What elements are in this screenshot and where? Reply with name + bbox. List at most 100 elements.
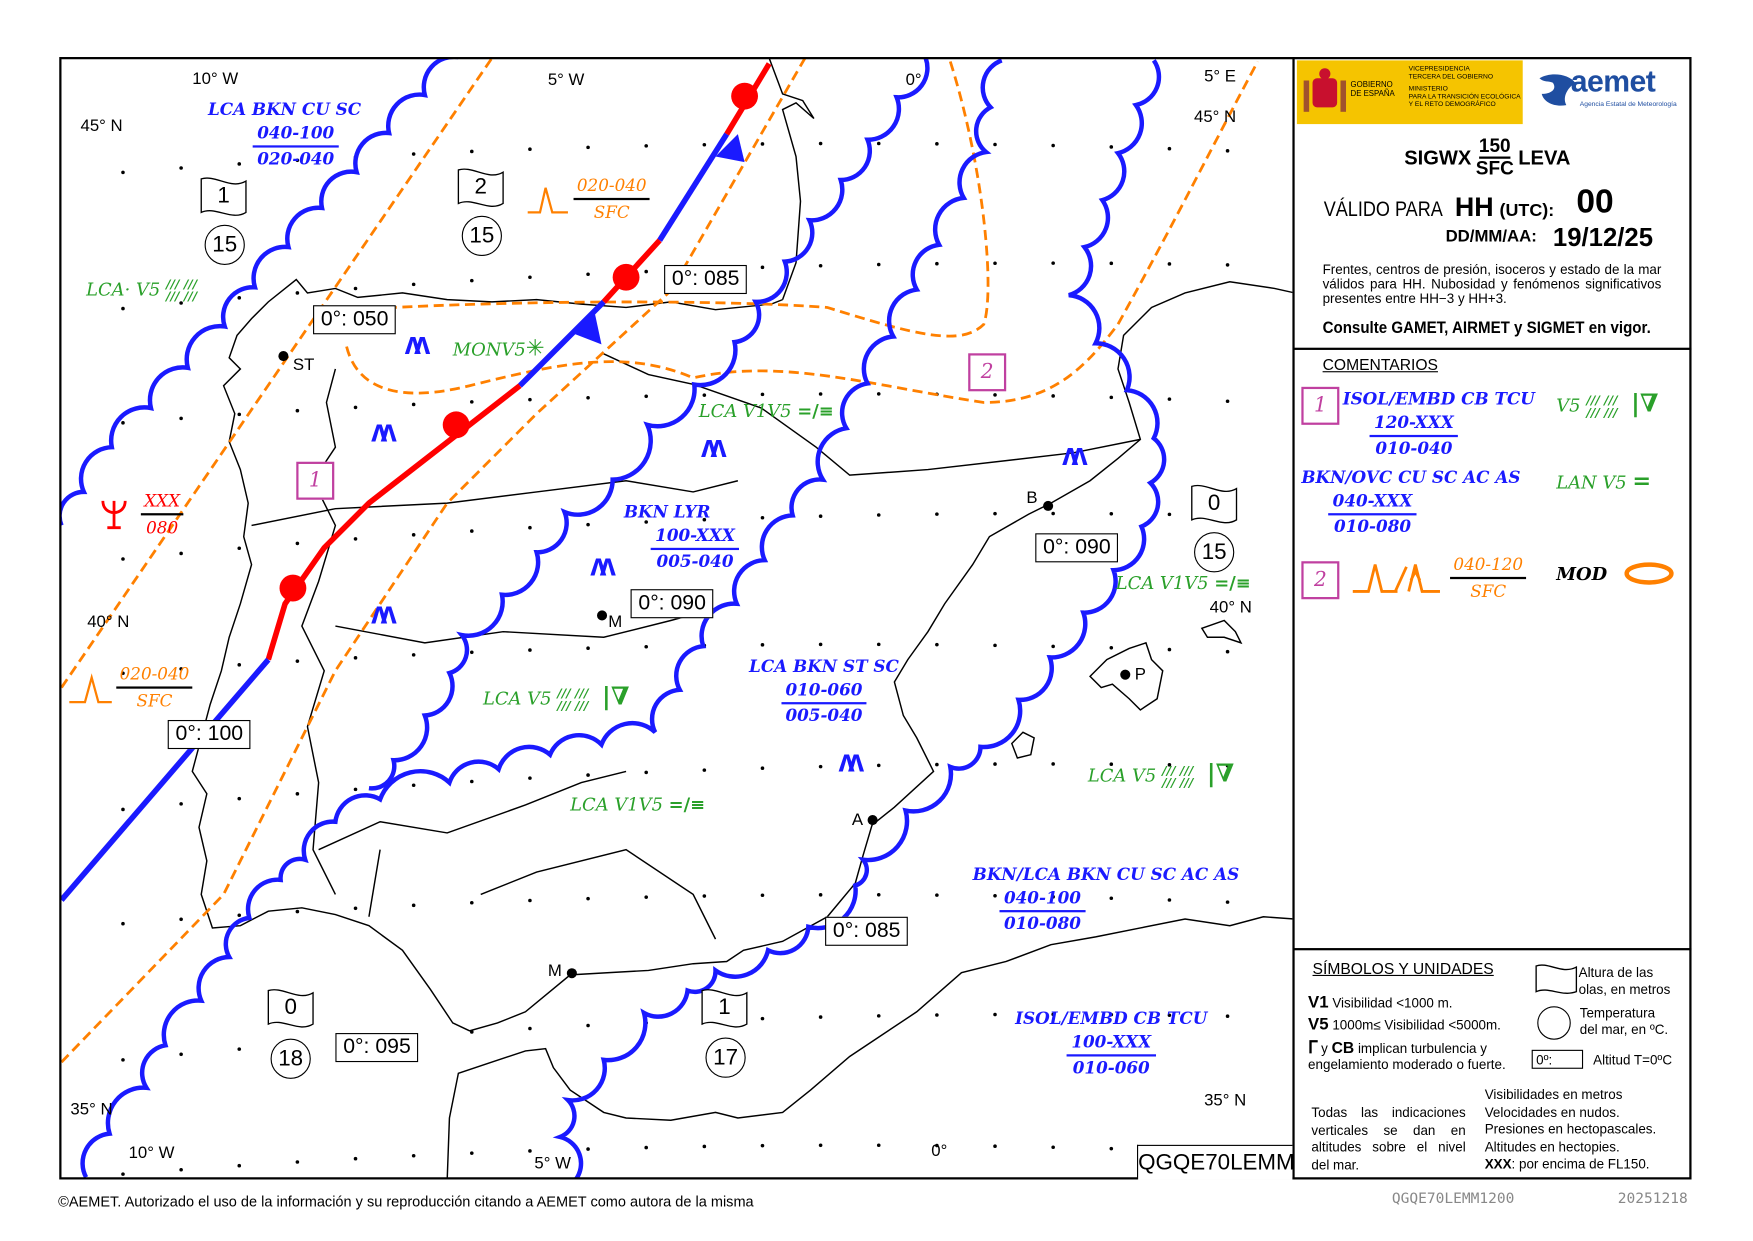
iberia-coast <box>191 278 1293 1032</box>
grid-dot <box>586 1023 590 1028</box>
turbulence-flag-icon: ᒥ <box>1308 1038 1318 1058</box>
grid-dot <box>121 170 125 175</box>
grid-dot <box>993 1012 997 1017</box>
title-bottom-level: SFC <box>1475 157 1514 179</box>
cloud-top: 040-XXX <box>1328 490 1417 516</box>
grid-dot <box>935 762 939 767</box>
grid-dot <box>295 659 300 663</box>
city-dot <box>278 351 289 362</box>
wave-height-flag: 2 <box>457 168 504 213</box>
grid-dot <box>528 147 532 152</box>
lat-label: 45° N <box>80 116 123 136</box>
city-label: ST <box>292 355 315 375</box>
freezing-legend: Altitud T=0ºC <box>1593 1052 1673 1068</box>
grid-dot <box>353 787 358 792</box>
turbulence-boundary <box>60 58 494 689</box>
mist-icon: = <box>1632 467 1652 495</box>
wave-height: 1 <box>217 183 230 208</box>
grid-dot <box>876 642 881 647</box>
grid-dot <box>470 400 474 404</box>
city-dot <box>1120 669 1131 680</box>
grid-dot <box>528 397 532 402</box>
area-box-1: 1 <box>296 461 335 500</box>
grid-dot <box>295 792 300 796</box>
grid-dot <box>818 141 823 146</box>
grid-dot <box>993 1144 997 1149</box>
weather-text: LCA V5 <box>482 687 552 709</box>
snow-icon: ✳ <box>525 334 545 362</box>
grid-dot <box>586 896 590 901</box>
cloud-base: 005-040 <box>785 705 863 726</box>
grid-dot <box>1225 399 1230 404</box>
sea-temperature: 15 <box>1194 532 1235 573</box>
cloud-type: LCA BKN CU SC <box>207 99 362 120</box>
grid-dot <box>237 412 242 417</box>
mountain-obscuration-icon: ʌʌ <box>590 546 616 583</box>
grid-dot <box>179 551 183 556</box>
icing-label: XXX 080 <box>140 489 184 540</box>
grid-dot <box>993 643 997 648</box>
grid-dot <box>1167 262 1172 266</box>
temperature-circle-icon <box>1537 1006 1571 1040</box>
grid-dot <box>935 642 939 647</box>
grid-dot <box>1109 395 1114 400</box>
grid-dot <box>760 265 765 270</box>
lat-label: 40° N <box>87 612 130 632</box>
grid-dot <box>179 301 183 305</box>
weather-text: MONV5 <box>452 338 526 360</box>
grid-dot <box>470 278 474 283</box>
grid-dot <box>1051 261 1055 265</box>
product-id: QGQE70LEMM1200 <box>1391 1190 1515 1208</box>
rain-shower-icon: /// ////// /// <box>1586 392 1618 420</box>
grid-dot <box>644 1145 648 1150</box>
wave-flag-icon <box>1535 964 1578 994</box>
grid-dot <box>1109 1146 1114 1151</box>
cloud-boundary-line <box>552 59 1167 1179</box>
grid-dot <box>1109 145 1114 149</box>
grid-dot <box>528 648 532 652</box>
grid-dot <box>702 142 707 147</box>
weather-text: V5 <box>1556 394 1581 416</box>
grid-dot <box>470 779 474 784</box>
city-label: M <box>608 612 623 632</box>
shower-icon: |∇ <box>601 681 630 712</box>
weather-label: LCA V1V5 =/≡ <box>570 794 705 815</box>
grid-dot <box>179 166 183 170</box>
grid-dot <box>528 776 532 780</box>
africa-coast <box>446 916 1293 1179</box>
grid-dot <box>1051 895 1055 899</box>
validity-note: Frentes, centros de presión, isoceros y … <box>1322 261 1662 307</box>
grid-dot <box>353 656 358 660</box>
symbols-heading: SÍMBOLOS Y UNIDADES <box>1312 959 1494 978</box>
grid-dot <box>237 663 242 667</box>
lat-label: 35° N <box>1204 1091 1247 1111</box>
warm-front-marker <box>612 263 640 291</box>
mountain-obscuration-icon: ʌʌ <box>700 427 727 465</box>
grid-dot <box>528 1026 532 1031</box>
cloud-label: LCA BKN ST SC 010-060 005-040 <box>749 655 899 728</box>
weather-label: LCA· V5 /// ////// /// <box>86 278 211 303</box>
lat-label: 45° N <box>1194 107 1237 127</box>
weather-label: LCA V1V5 =/≡ <box>699 400 834 421</box>
grid-dot <box>121 421 125 425</box>
grid-dot <box>121 807 125 812</box>
grid-dot <box>237 546 242 551</box>
grid-dot <box>1225 263 1230 267</box>
wave-height: 0 <box>1207 490 1221 516</box>
lon-label: 0° <box>931 1141 948 1161</box>
turbulence-top: 040-120 <box>1450 552 1527 580</box>
wave-height-flag: 0 <box>267 988 314 1033</box>
grid-dot <box>644 895 648 899</box>
grid-dot <box>1167 898 1172 902</box>
grid-dot <box>1051 1012 1055 1017</box>
front <box>60 62 772 902</box>
map-frame <box>59 57 1692 1180</box>
grid-dot <box>470 149 474 154</box>
grid-dot <box>760 643 765 647</box>
cold-front-segment <box>60 657 271 902</box>
grid-dot <box>876 893 881 897</box>
cloud-top: 040-100 <box>999 887 1086 913</box>
fog-mist-icon: =/≡ <box>797 400 834 422</box>
shower-icon: |∇ <box>1206 759 1235 789</box>
wave-flag-icon <box>267 989 314 1028</box>
